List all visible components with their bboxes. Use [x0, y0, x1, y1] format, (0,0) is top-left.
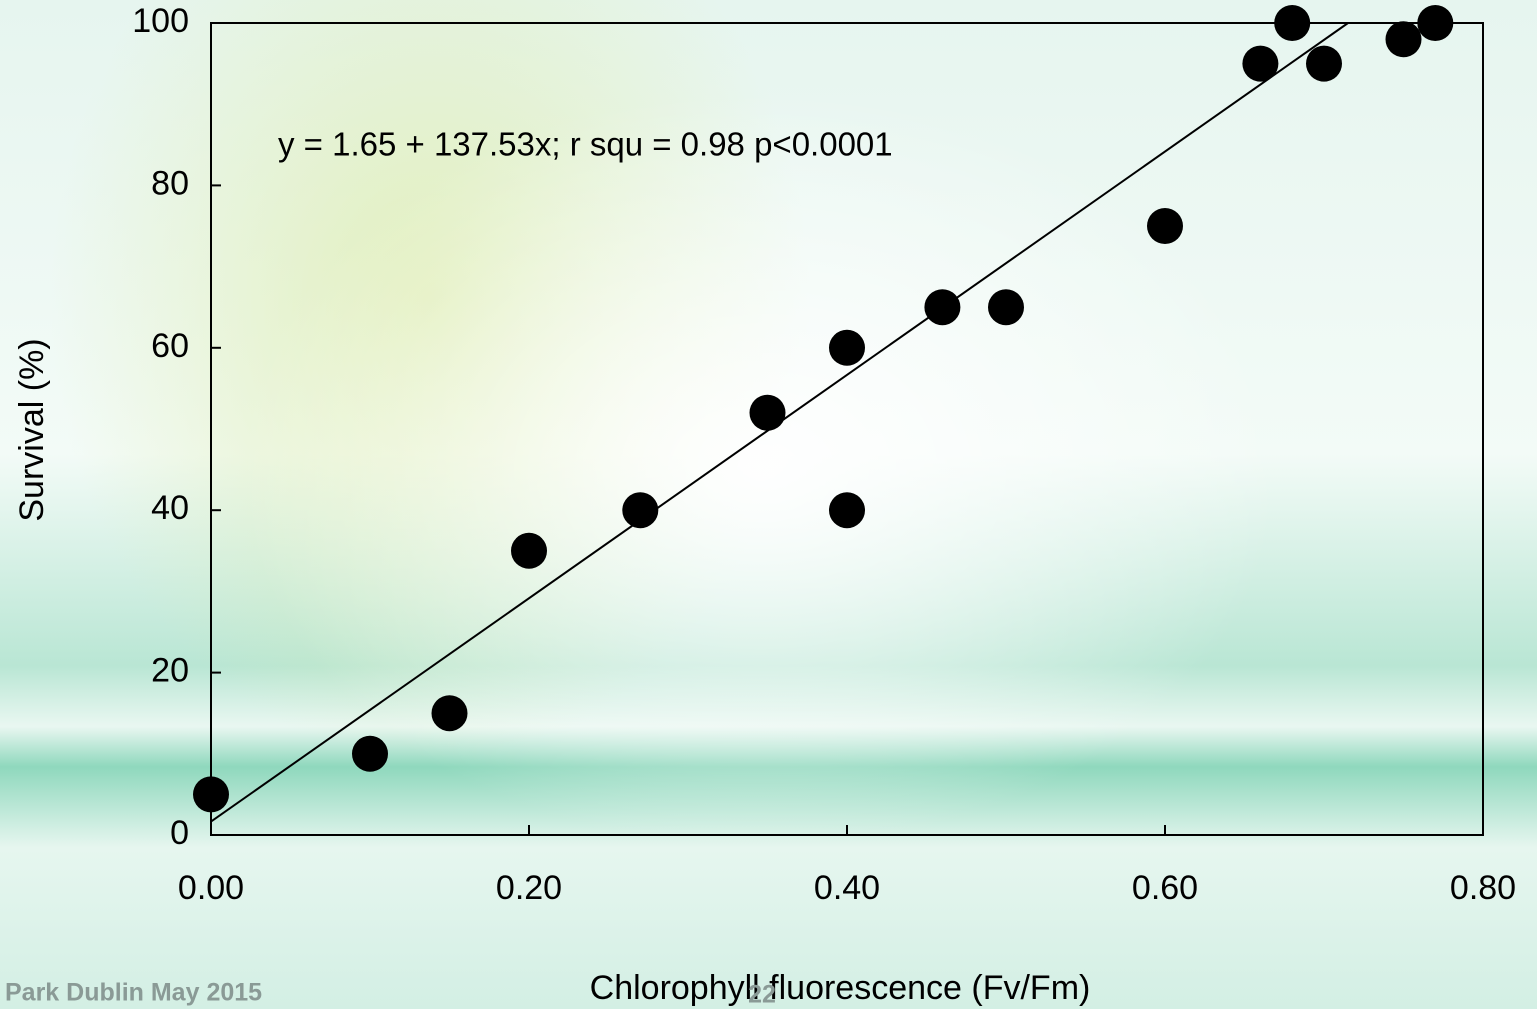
data-point [829, 492, 865, 529]
x-axis-label: Chlorophyll fluorescence (Fv/Fm) [590, 969, 1091, 1007]
data-point [1417, 5, 1454, 41]
data-point [924, 289, 961, 326]
y-tick-label: 0 [170, 814, 189, 852]
data-point [1306, 45, 1342, 82]
y-tick-label: 80 [151, 164, 189, 202]
data-point [622, 492, 659, 529]
data-point [1147, 208, 1183, 244]
y-tick-label: 60 [151, 327, 189, 365]
y-axis-label: Survival (%) [13, 338, 51, 521]
data-point [1274, 5, 1311, 41]
data-point [829, 329, 865, 366]
page-number: 22 [748, 981, 776, 1009]
y-tick-label: 100 [132, 2, 189, 40]
data-point [749, 394, 786, 431]
x-tick-label: 0.20 [496, 869, 562, 907]
y-tick-label: 40 [151, 489, 189, 527]
x-tick-label: 0.00 [178, 869, 244, 907]
data-point [431, 695, 468, 732]
data-point [1385, 21, 1422, 58]
data-point [352, 735, 388, 772]
footer-text: Park Dublin May 2015 [5, 979, 262, 1007]
x-tick-label: 0.40 [814, 869, 880, 907]
data-point [988, 289, 1024, 326]
data-point [1242, 45, 1279, 82]
y-tick-label: 20 [151, 652, 189, 690]
x-tick-label: 0.80 [1450, 869, 1516, 907]
annotation: y = 1.65 + 137.53x; r squ = 0.98 p<0.000… [278, 126, 893, 163]
data-point [511, 532, 547, 569]
data-point [193, 776, 229, 813]
x-tick-label: 0.60 [1132, 869, 1198, 907]
